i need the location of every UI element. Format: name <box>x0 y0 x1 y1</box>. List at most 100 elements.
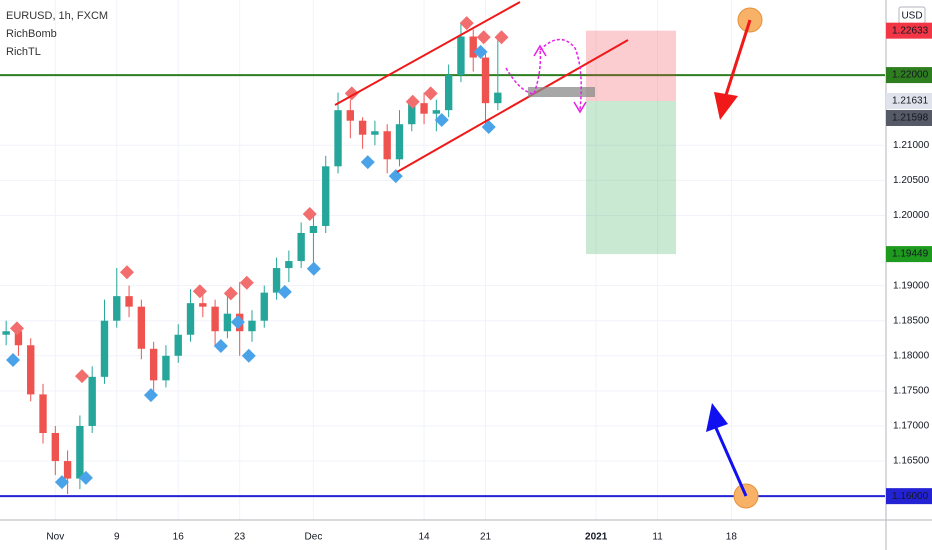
candle-body <box>469 36 477 58</box>
candle-body <box>137 306 146 349</box>
candle-body <box>481 57 490 104</box>
price-label-box <box>886 22 932 39</box>
plot-area <box>0 0 885 520</box>
projection-head <box>533 44 547 57</box>
signal-marker <box>434 113 449 127</box>
signal-marker <box>241 348 256 363</box>
signal-marker <box>223 286 238 301</box>
y-tick-label: 1.19000 <box>893 280 930 291</box>
candle-body <box>309 225 318 233</box>
candle-body <box>199 303 207 307</box>
price-label: 1.16000 <box>892 491 929 502</box>
price-label: 1.21631 <box>892 96 929 107</box>
x-tick-label: Nov <box>46 532 64 543</box>
signal-marker <box>54 475 69 490</box>
signal-marker <box>388 169 403 184</box>
signal-marker <box>192 284 207 299</box>
candle-body <box>174 334 182 356</box>
candle-body <box>457 36 465 76</box>
signal-marker <box>473 44 488 59</box>
zone <box>528 87 595 97</box>
x-tick-label: 21 <box>480 532 492 543</box>
candle-body <box>420 103 428 114</box>
candle-body <box>223 313 232 332</box>
x-tick-label: 11 <box>652 532 663 543</box>
signal-marker <box>494 30 509 45</box>
arrow <box>714 427 748 497</box>
arrow-head <box>714 92 738 120</box>
signal-marker <box>306 261 321 276</box>
arrow <box>724 19 752 96</box>
candle-body <box>494 92 502 104</box>
symbol-title: EURUSD, 1h, FXCM <box>6 10 108 22</box>
y-tick-label: 1.17000 <box>893 421 930 432</box>
candle-body <box>444 75 453 111</box>
candle-body <box>408 103 416 125</box>
candle-body <box>88 376 96 426</box>
candle-body <box>395 124 404 160</box>
price-label: 1.22633 <box>892 25 929 36</box>
candle-body <box>76 425 84 479</box>
drawings <box>334 1 763 509</box>
x-tick-label: 14 <box>419 532 431 543</box>
arrow-head <box>706 403 728 432</box>
signal-marker <box>423 86 438 101</box>
candle-body <box>100 320 109 377</box>
projection <box>539 38 582 111</box>
signal-marker <box>459 16 474 31</box>
stop-zone <box>586 30 676 101</box>
y-tick-label: 1.20000 <box>893 210 930 221</box>
x-tick-label: 18 <box>726 532 738 543</box>
candle-body <box>2 331 10 335</box>
price-label-box <box>886 92 932 109</box>
signal-marker <box>9 321 24 336</box>
signal-marker <box>213 338 228 353</box>
signal-marker <box>360 155 375 170</box>
signal-marker <box>302 207 317 222</box>
candle-body <box>432 110 441 114</box>
candle-body <box>383 131 391 160</box>
candle-body <box>113 296 121 321</box>
x-tick-label: 2021 <box>585 532 608 543</box>
y-tick-label: 1.18500 <box>893 315 930 326</box>
signal-marker <box>277 284 292 299</box>
trend-line <box>396 39 629 173</box>
price-label: 1.21598 <box>892 113 929 124</box>
y-tick-label: 1.18000 <box>893 350 930 361</box>
candle-body <box>260 292 268 321</box>
x-tick-label: Dec <box>305 532 323 543</box>
trend-line <box>334 1 521 106</box>
candle-body <box>149 348 158 381</box>
candle-body <box>39 394 47 433</box>
candle-body <box>272 268 281 293</box>
price-label-box <box>886 67 932 84</box>
y-tick-label: 1.16500 <box>893 456 930 467</box>
y-tick-label: 1.21000 <box>893 140 930 151</box>
y-tick-label: 1.20500 <box>893 175 930 186</box>
signal-marker <box>405 94 420 109</box>
target-zone <box>586 100 676 255</box>
price-label: 1.19449 <box>892 249 929 260</box>
signal-marker <box>230 315 245 330</box>
candle-body <box>358 120 367 135</box>
candle-body <box>125 296 133 307</box>
candle-body <box>346 110 354 121</box>
x-tick-label: 9 <box>114 532 120 543</box>
candle-body <box>297 232 305 262</box>
signal-marker <box>78 470 93 485</box>
signal-marker <box>74 369 89 384</box>
price-label: 1.22000 <box>892 70 929 81</box>
candle-body <box>285 261 293 269</box>
x-tick-label: 23 <box>234 532 246 543</box>
candle-body <box>186 303 195 335</box>
candle-body <box>248 320 256 332</box>
candle-body <box>27 345 35 395</box>
price-label-box <box>886 488 932 505</box>
y-tick-label: 1.17500 <box>893 386 930 397</box>
projection <box>505 49 542 95</box>
candle-body <box>211 306 219 332</box>
candle-body <box>162 355 170 381</box>
indicator-name: RichBomb <box>6 28 57 40</box>
candle-body <box>371 131 379 135</box>
candle-body <box>51 432 59 462</box>
